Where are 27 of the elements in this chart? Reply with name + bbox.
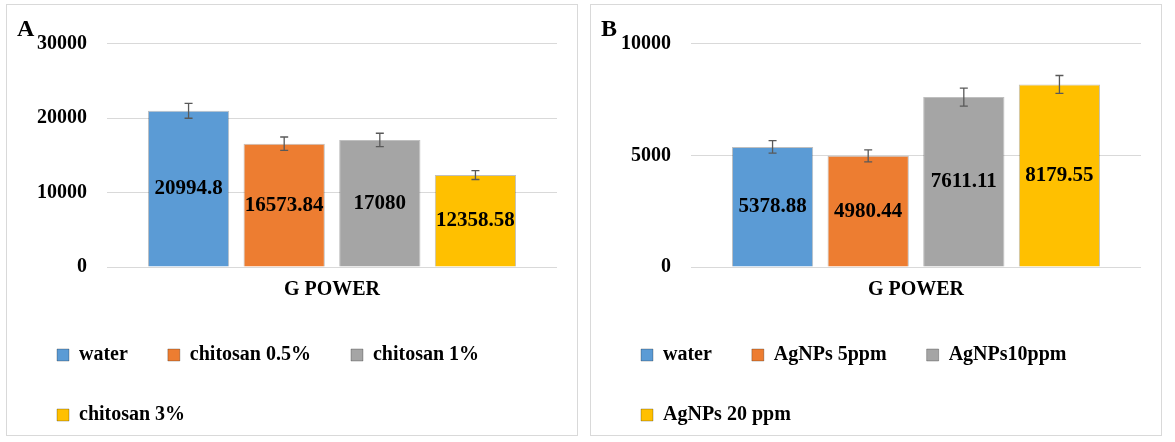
legend-label: water: [79, 342, 128, 365]
y-tick-label: 10000: [621, 30, 671, 53]
legend-label: chitosan 3%: [79, 402, 186, 425]
data-label: 7611.11: [930, 168, 997, 193]
legend-label: AgNPs10ppm: [948, 342, 1067, 366]
legend-label: AgNPs 20 ppm: [663, 402, 792, 426]
legend-label: chitosan 0.5%: [189, 342, 311, 365]
data-label: 4980.44: [834, 197, 903, 222]
chart-title: B: [601, 14, 618, 41]
legend-label: water: [663, 342, 712, 365]
y-tick-label: 5000: [631, 142, 671, 165]
x-tick-label: G POWER: [867, 277, 965, 300]
chart-title: A: [17, 14, 35, 41]
data-label: 20994.8: [154, 175, 223, 200]
y-tick-label: 20000: [37, 105, 87, 128]
y-tick-label: 10000: [37, 179, 87, 202]
data-label: 16573.84: [244, 191, 325, 216]
y-tick-label: 0: [661, 254, 671, 277]
data-label: 12358.58: [436, 207, 515, 232]
y-tick-label: 30000: [37, 30, 87, 53]
legend-label: AgNPs 5ppm: [773, 342, 887, 366]
legend-label: chitosan 1%: [372, 342, 480, 365]
data-label: 17080: [353, 189, 407, 214]
x-tick-label: G POWER: [283, 277, 381, 300]
data-label: 8179.55: [1025, 162, 1094, 187]
data-label: 5378.88: [738, 193, 807, 218]
y-tick-label: 0: [77, 254, 87, 277]
